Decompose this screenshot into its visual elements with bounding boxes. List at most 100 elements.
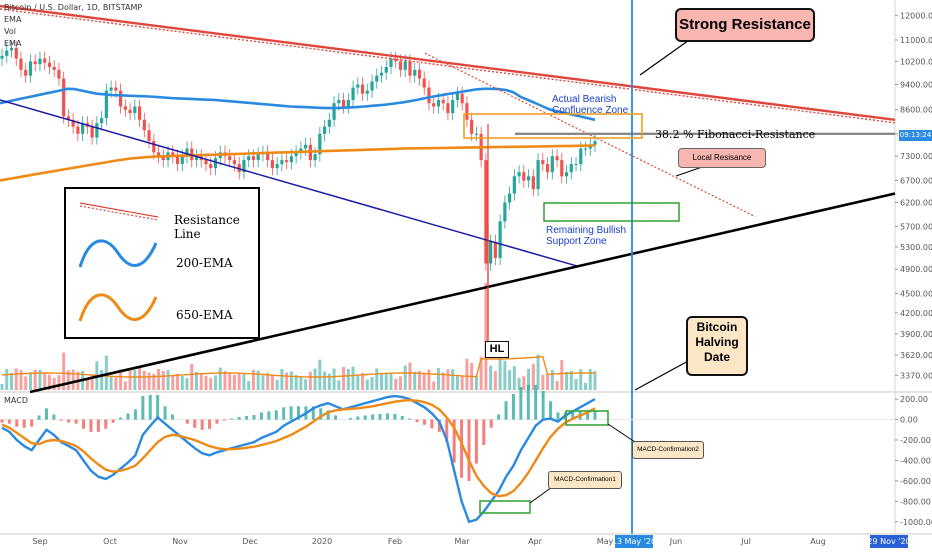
price-candle-body bbox=[346, 100, 350, 107]
price-candle-body bbox=[536, 160, 540, 190]
macd-histogram-bar bbox=[497, 414, 501, 420]
macd-signal-line bbox=[1, 398, 596, 498]
price-candle-body bbox=[81, 123, 85, 134]
price-candle-body bbox=[545, 164, 550, 173]
fib-resistance-label: 38.2 % Fibonacci-Resistance bbox=[655, 128, 816, 141]
price-candle-body bbox=[370, 81, 374, 91]
price-candle-body bbox=[119, 90, 123, 107]
price-candle-body bbox=[574, 164, 578, 166]
price-tick-label: 3620.00 bbox=[900, 351, 932, 360]
volume-bar bbox=[66, 370, 70, 390]
volume-bar bbox=[256, 370, 260, 390]
macd-confirmation1-box bbox=[479, 500, 531, 514]
volume-bar bbox=[493, 371, 497, 390]
volume-bar bbox=[47, 374, 51, 390]
volume-bar bbox=[327, 373, 331, 390]
volume-bar bbox=[436, 368, 440, 390]
macd-histogram-bar bbox=[556, 412, 560, 420]
volume-bar bbox=[593, 371, 597, 390]
bullish-zone-label: Remaining Bullish Support Zone bbox=[546, 225, 627, 247]
macd-histogram-bar bbox=[289, 406, 293, 420]
time-tick-label: Aug bbox=[810, 537, 826, 546]
price-candle-body bbox=[109, 87, 113, 91]
price-candle-body bbox=[270, 160, 275, 169]
legend-box: Resistance Line 200-EMA 650-EMA bbox=[64, 187, 260, 339]
volume-bar bbox=[484, 283, 488, 390]
price-candle-body bbox=[123, 106, 127, 110]
volume-bar bbox=[384, 372, 388, 390]
macd-histogram-bar bbox=[408, 418, 412, 420]
price-candle-body bbox=[413, 69, 417, 76]
macd-histogram-bar bbox=[52, 414, 56, 420]
volume-bar bbox=[361, 372, 365, 390]
legend-ema650-swatch bbox=[78, 293, 158, 322]
volume-bar bbox=[223, 370, 227, 390]
volume-bar bbox=[161, 370, 165, 390]
indicator-ema2-label: EMA bbox=[4, 39, 22, 48]
volume-bar bbox=[403, 365, 407, 390]
macd-histogram-bar bbox=[259, 412, 263, 420]
macd-histogram-bar bbox=[170, 414, 174, 420]
macd-histogram-bar bbox=[326, 410, 330, 420]
price-candle-body bbox=[313, 154, 317, 161]
price-candle-body bbox=[242, 160, 246, 173]
volume-bar bbox=[541, 374, 545, 390]
macd-histogram-bar bbox=[274, 410, 278, 420]
volume-bar bbox=[114, 377, 118, 390]
price-candle-body bbox=[322, 126, 327, 134]
time-highlight-label: 13 May '20 bbox=[612, 537, 656, 546]
volume-bar bbox=[138, 366, 142, 390]
macd-histogram-bar bbox=[22, 419, 26, 428]
macd-histogram-bar bbox=[141, 396, 145, 420]
macd-histogram-bar bbox=[385, 413, 389, 420]
volume-bar bbox=[24, 376, 28, 390]
volume-bar bbox=[446, 369, 450, 390]
volume-bar bbox=[237, 373, 241, 390]
price-candle-body bbox=[432, 103, 436, 107]
volume-bar bbox=[356, 375, 360, 390]
price-candle-body bbox=[128, 109, 132, 114]
volume-bar bbox=[565, 371, 569, 390]
volume-bar bbox=[489, 365, 493, 390]
price-tick-label: 9400.00 bbox=[900, 81, 932, 90]
volume-bar bbox=[380, 372, 384, 390]
price-candle-body bbox=[156, 152, 161, 157]
volume-bar bbox=[171, 374, 175, 390]
legend-ema200-label: 200-EMA bbox=[176, 256, 233, 270]
macd-histogram-bar bbox=[282, 407, 286, 420]
macd-histogram-bar bbox=[378, 413, 382, 420]
current-price-badge: 09:13:24 bbox=[899, 130, 932, 141]
volume-bar bbox=[531, 363, 535, 390]
price-candle-body bbox=[213, 158, 218, 169]
price-candle-body bbox=[76, 126, 80, 134]
volume-bar bbox=[28, 372, 32, 390]
volume-bar bbox=[451, 369, 455, 390]
volume-bar bbox=[422, 372, 426, 390]
volume-bar bbox=[14, 368, 18, 390]
bearish-zone-label: Actual Bearish Confluence Zone bbox=[552, 94, 629, 116]
macd-tick-label: 0.00 bbox=[900, 416, 918, 425]
price-candle-body bbox=[327, 119, 331, 127]
macd-histogram-bar bbox=[430, 419, 434, 429]
macd-histogram-bar bbox=[222, 419, 226, 421]
volume-bar bbox=[527, 368, 531, 390]
macd-histogram-bar bbox=[267, 411, 271, 420]
macd-tick-label: -400.00 bbox=[900, 456, 931, 465]
macd-histogram-bar bbox=[185, 419, 189, 424]
price-candle-body bbox=[398, 61, 403, 70]
price-candle-body bbox=[526, 176, 531, 181]
macd-histogram-bar bbox=[44, 408, 48, 420]
macd-histogram-bar bbox=[571, 412, 575, 420]
volume-bar bbox=[213, 375, 217, 390]
price-candle-body bbox=[470, 119, 474, 134]
price-candle-body bbox=[531, 176, 535, 190]
volume-bar bbox=[441, 372, 445, 390]
macd-histogram-bar bbox=[7, 419, 11, 424]
price-candle-body bbox=[389, 58, 393, 67]
macd-histogram-bar bbox=[334, 415, 338, 420]
volume-bar bbox=[337, 380, 341, 390]
macd-histogram-bar bbox=[230, 418, 234, 420]
macd-histogram-bar bbox=[460, 419, 464, 478]
volume-bar bbox=[351, 366, 355, 390]
